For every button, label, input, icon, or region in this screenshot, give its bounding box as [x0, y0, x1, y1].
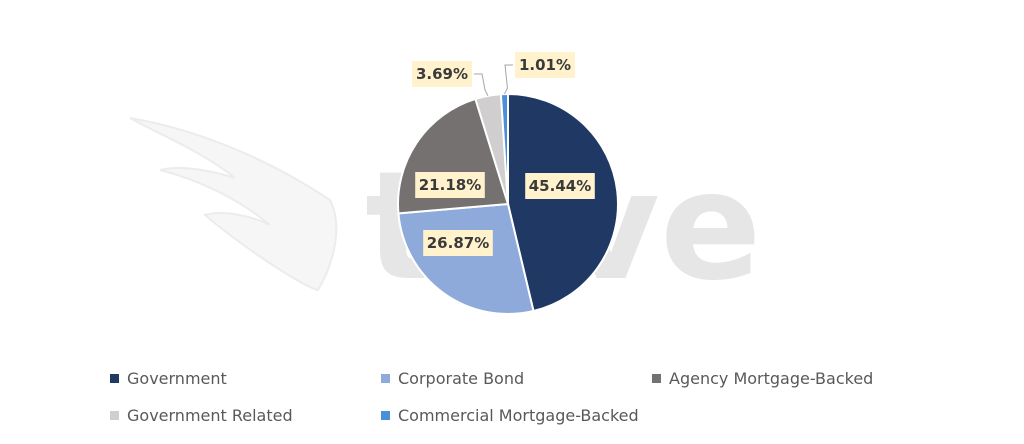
pie-slice-government	[507, 92, 619, 313]
data-label-box-corporate-bond	[423, 230, 493, 256]
data-label-box-government	[525, 173, 595, 199]
leader-lines	[474, 64, 513, 97]
data-label-agency-mortgage-backed: 21.18%	[415, 172, 485, 198]
data-label-commercial-mortgage-backed: 1.01%	[515, 52, 575, 78]
leader-line-government-related	[474, 73, 489, 97]
data-label-text-commercial-mortgage-backed: 1.01%	[519, 56, 571, 74]
pie-slices	[397, 92, 619, 315]
data-label-text-government: 45.44%	[529, 177, 591, 195]
leader-line-commercial-mortgage-backed	[503, 64, 513, 95]
data-label-government: 45.44%	[525, 173, 595, 199]
data-label-box-government-related	[412, 61, 472, 87]
data-labels: 45.44% 26.87% 21.18% 3.69% 1.01%	[412, 52, 595, 256]
data-label-box-commercial-mortgage-backed	[515, 52, 575, 78]
data-label-text-government-related: 3.69%	[416, 65, 468, 83]
data-label-text-agency-mortgage-backed: 21.18%	[419, 176, 481, 194]
data-label-corporate-bond: 26.87%	[423, 230, 493, 256]
data-label-box-agency-mortgage-backed	[415, 172, 485, 198]
data-label-government-related: 3.69%	[412, 61, 472, 87]
watermark-wing-logo	[129, 117, 338, 292]
data-label-text-corporate-bond: 26.87%	[427, 234, 489, 252]
